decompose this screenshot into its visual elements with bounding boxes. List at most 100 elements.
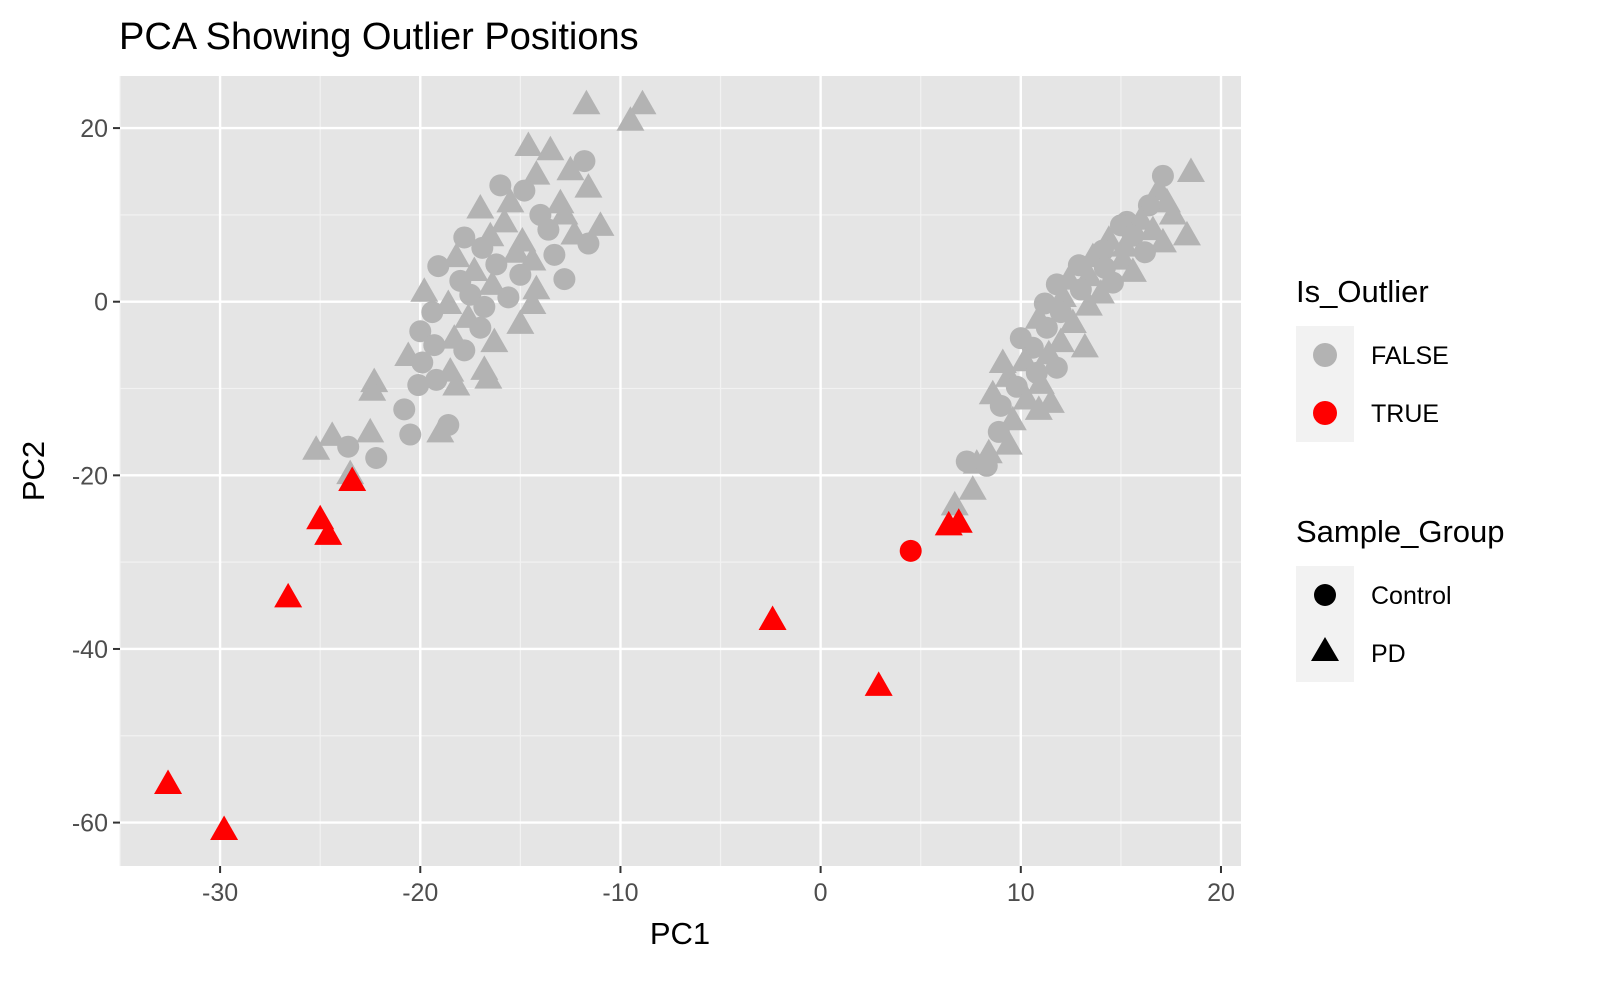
- data-point-pd: [556, 155, 585, 181]
- x-tick-label: -20: [402, 879, 438, 907]
- data-point-pd: [940, 490, 969, 516]
- legend-label-pd: PD: [1371, 640, 1406, 668]
- y-tick-label: 0: [94, 289, 108, 317]
- data-point-pd: [522, 274, 551, 300]
- legend-swatch-control: [1314, 584, 1336, 606]
- data-point-pd: [442, 371, 471, 396]
- data-point-pd: [1126, 205, 1155, 230]
- data-point-pd: [1086, 279, 1115, 304]
- data-point-pd: [1058, 308, 1087, 334]
- outlier-point-pd: [154, 769, 183, 795]
- data-point-pd: [550, 200, 579, 225]
- data-point-control: [399, 423, 422, 446]
- data-point-pd: [1048, 282, 1077, 308]
- y-axis-title: PC2: [16, 441, 51, 501]
- data-point-pd: [994, 430, 1023, 455]
- legend-title-is-outlier: Is_Outlier: [1296, 274, 1429, 309]
- legend-swatch-false: [1313, 343, 1337, 367]
- data-point-pd: [506, 309, 535, 334]
- data-point-pd: [536, 135, 565, 161]
- legend-label-control: Control: [1371, 582, 1452, 610]
- data-point-pd: [1070, 332, 1099, 358]
- outlier-point-pd: [944, 508, 973, 533]
- outlier-point-pd: [338, 466, 367, 492]
- legend-label-false: FALSE: [1371, 342, 1449, 370]
- outlier-point-control: [899, 539, 922, 562]
- data-point-pd: [1026, 369, 1055, 394]
- data-point-pd: [480, 327, 509, 353]
- legend-swatch-pd: [1311, 637, 1339, 661]
- x-tick-label: 0: [814, 879, 828, 907]
- outlier-point-pd: [758, 605, 787, 630]
- y-tick-label: -20: [72, 462, 108, 490]
- data-point-control: [553, 268, 576, 291]
- data-point-pd: [302, 435, 331, 460]
- data-point-control: [509, 263, 532, 286]
- outlier-point-pd: [210, 815, 239, 841]
- major-gridlines: [120, 76, 1241, 866]
- data-point-control: [337, 435, 360, 458]
- data-point-control: [543, 243, 566, 266]
- outlier-point-pd: [314, 520, 343, 545]
- data-point-pd: [356, 417, 385, 443]
- data-point-pd: [502, 238, 531, 263]
- y-tick-label: -60: [72, 810, 108, 838]
- x-tick-label: 10: [1007, 879, 1035, 907]
- data-point-control: [1049, 301, 1072, 324]
- data-point-pd: [1074, 291, 1103, 316]
- data-point-pd: [1024, 395, 1053, 420]
- legend-label-true: TRUE: [1371, 400, 1439, 428]
- data-point-pd: [518, 246, 547, 271]
- data-point-pd: [616, 106, 645, 131]
- data-point-pd: [466, 193, 495, 219]
- data-point-control: [411, 351, 434, 374]
- legend-sample-group: Sample_Group Control PD: [1296, 514, 1505, 682]
- data-point-control: [423, 334, 446, 357]
- data-point-control: [453, 226, 476, 249]
- x-axis-title: PC1: [650, 916, 710, 951]
- data-points: [154, 89, 1205, 841]
- data-point-pd: [1118, 257, 1147, 282]
- data-point-control: [513, 179, 536, 202]
- data-point-pd: [518, 289, 547, 314]
- outlier-point-pd: [864, 671, 893, 696]
- data-point-control: [987, 420, 1010, 443]
- data-point-control: [1069, 278, 1092, 301]
- data-point-pd: [586, 211, 615, 236]
- data-point-pd: [442, 242, 471, 268]
- x-tick-label: 20: [1207, 879, 1235, 907]
- data-point-control: [427, 255, 450, 278]
- data-point-control: [989, 394, 1012, 417]
- data-point-control: [393, 398, 416, 421]
- legend-is-outlier: Is_Outlier FALSE TRUE: [1296, 274, 1449, 442]
- data-point-pd: [572, 89, 601, 115]
- data-point-pd: [496, 187, 525, 213]
- x-tick-label: -10: [602, 879, 638, 907]
- data-point-pd: [478, 270, 507, 295]
- data-point-control: [365, 446, 388, 469]
- data-point-control: [1035, 316, 1058, 339]
- data-point-pd: [522, 160, 551, 185]
- data-point-pd: [358, 376, 387, 401]
- outlier-point-pd: [274, 582, 303, 608]
- data-point-control: [1045, 356, 1068, 379]
- data-point-control: [471, 236, 494, 259]
- data-point-control: [425, 368, 448, 391]
- data-point-pd: [1046, 327, 1075, 353]
- data-point-control: [489, 174, 512, 197]
- data-point-pd: [1158, 200, 1187, 225]
- data-point-control: [407, 374, 430, 397]
- data-point-pd: [628, 89, 657, 115]
- data-point-control: [409, 320, 432, 343]
- data-point-pd: [1148, 227, 1177, 253]
- legend-swatch-true: [1313, 401, 1337, 425]
- chart-title: PCA Showing Outlier Positions: [119, 16, 639, 58]
- data-point-pd: [574, 173, 603, 198]
- data-point-pd: [1110, 232, 1139, 257]
- data-point-pd: [1012, 384, 1041, 410]
- x-tick-label: -30: [202, 879, 238, 907]
- data-point-control: [469, 316, 492, 339]
- data-point-control: [1005, 375, 1028, 398]
- data-point-control: [537, 218, 560, 241]
